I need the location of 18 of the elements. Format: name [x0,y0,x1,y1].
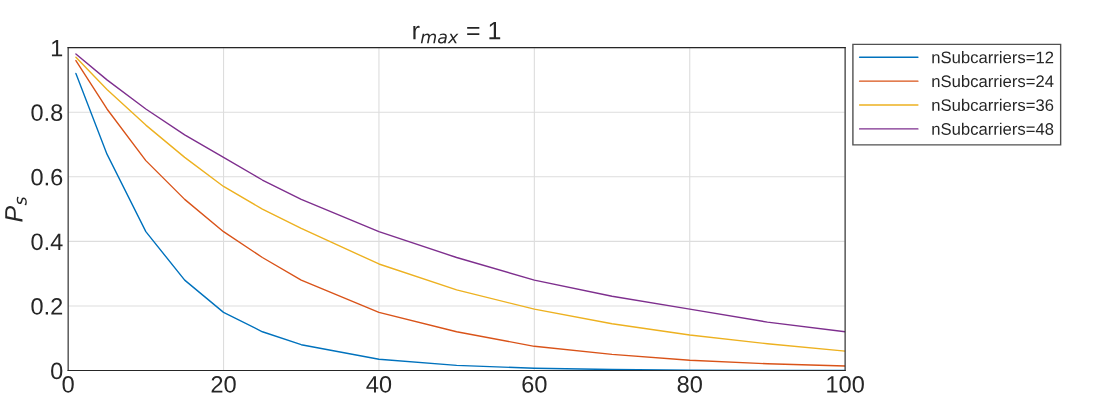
legend-label: nSubcarriers=24 [932,74,1054,88]
x-tick-label: 20 [211,376,236,393]
legend-label: nSubcarriers=48 [932,122,1054,135]
y-tick-label: 1 [51,39,63,57]
x-tick-label: 100 [827,376,864,393]
y-tick-label: 0.2 [31,298,63,315]
y-tick-label: 0.6 [31,168,63,186]
y-axis-title: P$_{s}$ [5,196,27,222]
x-tick-label: 40 [366,376,392,393]
x-tick-label: 0 [62,376,74,393]
y-tick-label: 0.4 [31,233,63,251]
y-tick-label: 0 [51,362,63,380]
chart-title: r$_{max}$ = 1 [413,22,501,44]
x-tick-label: 80 [677,376,702,393]
x-tick-label: 60 [522,376,547,393]
y-tick-label: 0.8 [31,104,63,121]
legend-label: nSubcarriers=36 [932,98,1054,112]
legend-label: nSubcarriers=12 [932,51,1054,64]
